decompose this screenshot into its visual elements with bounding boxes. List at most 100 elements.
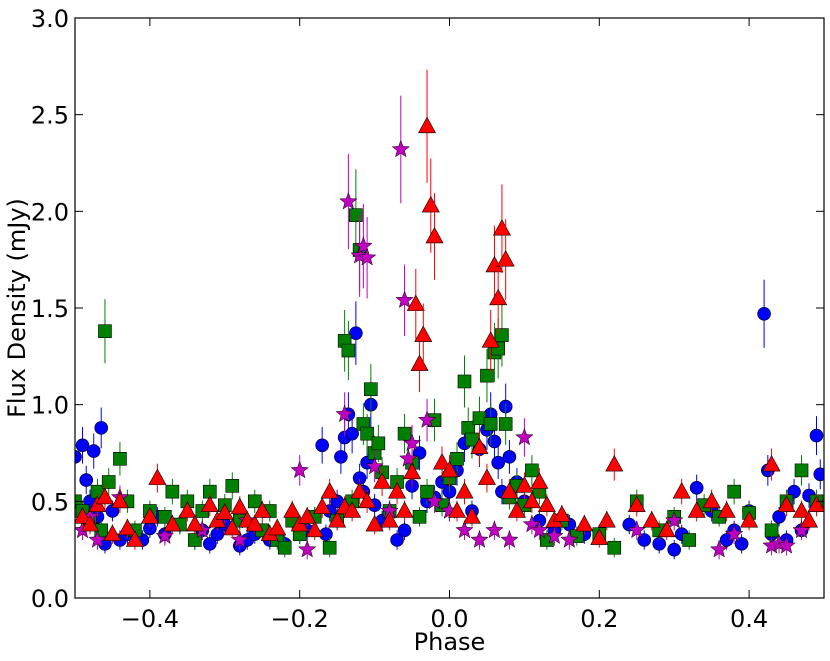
data-point-circle	[502, 450, 517, 464]
data-point-square	[247, 494, 262, 509]
data-point-triangle	[305, 520, 324, 538]
data-point-star	[777, 536, 796, 554]
data-point-square	[525, 463, 539, 478]
x-tick-label: −0.4	[121, 605, 179, 633]
data-point-triangle	[740, 511, 759, 528]
data-point-square	[101, 475, 116, 489]
data-point-triangle	[515, 476, 534, 493]
data-point-triangle	[358, 491, 377, 509]
data-point-star	[724, 524, 744, 543]
x-tick-label: 0.2	[580, 605, 618, 633]
data-point-star	[545, 526, 564, 544]
data-point-circle	[809, 428, 824, 443]
data-point-triangle	[140, 507, 159, 524]
series-star	[75, 95, 811, 560]
data-point-star	[297, 539, 317, 558]
data-point-triangle	[75, 507, 92, 524]
data-point-triangle	[500, 482, 519, 499]
data-point-triangle	[223, 518, 242, 536]
data-point-triangle	[605, 454, 624, 472]
data-point-circle	[315, 438, 329, 453]
data-point-square	[764, 523, 779, 538]
data-point-square	[360, 426, 374, 441]
data-point-triangle	[496, 250, 515, 267]
data-point-star	[230, 530, 249, 548]
data-point-square	[457, 374, 472, 389]
data-point-triangle	[343, 501, 362, 518]
data-point-square	[483, 417, 498, 431]
data-point-circle	[491, 455, 505, 470]
y-tick-label: 3.0	[31, 5, 69, 33]
data-point-star	[365, 456, 384, 475]
data-point-triangle	[268, 518, 287, 536]
data-point-triangle	[313, 497, 332, 514]
data-point-star	[455, 520, 474, 539]
data-point-triangle	[590, 528, 609, 545]
data-point-square	[397, 426, 412, 441]
data-point-star	[391, 139, 411, 158]
data-point-triangle	[657, 520, 676, 538]
data-point-star	[155, 526, 175, 544]
data-point-square	[794, 463, 809, 478]
data-point-triangle	[421, 195, 440, 213]
data-point-triangle	[627, 495, 646, 513]
data-point-star	[792, 520, 811, 539]
data-point-triangle	[552, 505, 571, 522]
data-point-square	[480, 368, 494, 383]
data-point-triangle	[800, 511, 819, 528]
data-point-square	[371, 436, 386, 451]
data-point-triangle	[200, 495, 219, 513]
data-point-square	[727, 484, 741, 499]
data-point-triangle	[148, 468, 167, 485]
data-point-triangle	[395, 501, 414, 518]
x-tick-label: 0.4	[730, 605, 768, 633]
data-point-square	[322, 540, 337, 555]
data-point-circle	[75, 438, 90, 453]
data-point-triangle	[792, 501, 811, 518]
data-point-square	[225, 479, 240, 493]
data-point-triangle	[522, 491, 541, 509]
data-point-triangle	[320, 482, 339, 499]
series-triangle	[75, 69, 824, 550]
data-point-star	[470, 530, 489, 548]
data-point-square	[498, 417, 513, 431]
y-tick-label: 2.0	[31, 198, 69, 226]
data-point-triangle	[215, 503, 234, 520]
data-point-square	[607, 540, 622, 555]
y-tick-label: 1.0	[31, 392, 69, 420]
data-point-star	[290, 460, 309, 479]
data-point-star	[417, 410, 437, 428]
data-point-star	[88, 530, 107, 548]
data-point-triangle	[103, 524, 122, 542]
data-point-triangle	[433, 453, 452, 470]
data-point-triangle	[462, 507, 481, 524]
data-point-triangle	[373, 472, 392, 489]
data-point-triangle	[470, 437, 489, 455]
data-point-triangle	[489, 288, 508, 306]
data-point-star	[709, 539, 729, 558]
data-point-square	[113, 451, 127, 466]
data-point-triangle	[455, 482, 474, 499]
data-point-triangle	[388, 482, 407, 499]
data-point-square	[277, 540, 292, 555]
data-point-square	[98, 324, 112, 339]
data-point-circle	[772, 509, 786, 524]
data-point-triangle	[118, 518, 137, 536]
data-point-square	[495, 328, 509, 342]
data-point-circle	[203, 537, 217, 551]
data-point-triangle	[477, 468, 496, 485]
data-point-circle	[689, 480, 704, 495]
data-point-star	[500, 530, 519, 548]
data-point-circle	[667, 542, 682, 557]
data-point-square	[364, 382, 378, 397]
data-point-triangle	[178, 501, 197, 518]
x-tick-label: 0.0	[430, 605, 468, 633]
data-point-star	[664, 510, 684, 529]
data-point-square	[412, 509, 427, 524]
data-point-square	[682, 533, 696, 547]
data-point-triangle	[230, 497, 249, 514]
data-point-triangle	[380, 511, 399, 528]
data-point-star	[395, 290, 414, 309]
data-point-triangle	[672, 482, 691, 499]
